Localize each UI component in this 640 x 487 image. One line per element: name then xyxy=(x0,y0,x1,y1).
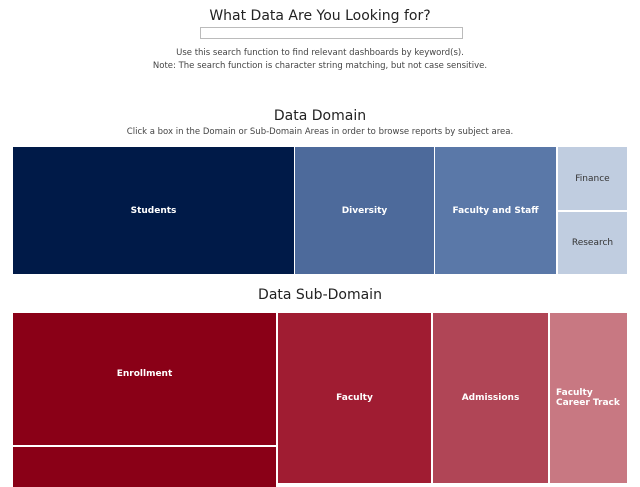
subdomain-admissions[interactable]: Admissions xyxy=(433,313,548,483)
subdomain-faculty[interactable]: Faculty xyxy=(278,313,431,483)
search-input[interactable] xyxy=(200,27,463,39)
subdomain-enrollment[interactable]: Enrollment xyxy=(13,313,276,445)
box-label: Enrollment xyxy=(116,369,173,379)
box-label: Diversity xyxy=(341,205,388,216)
box-label: Admissions xyxy=(461,393,520,403)
box-label: Faculty xyxy=(336,393,373,403)
domain-subtitle: Click a box in the Domain or Sub-Domain … xyxy=(126,127,514,137)
search-note-case: Note: The search function is character s… xyxy=(152,61,488,71)
box-label: Students xyxy=(130,205,177,216)
search-title: What Data Are You Looking for? xyxy=(209,8,431,24)
domain-finance[interactable]: Finance xyxy=(558,147,627,210)
domain-diversity[interactable]: Diversity xyxy=(295,147,434,274)
domain-title: Data Domain xyxy=(273,108,367,124)
box-label: Finance xyxy=(575,173,610,184)
domain-students[interactable]: Students xyxy=(13,147,294,274)
box-label: Faculty Career Track xyxy=(556,388,620,408)
subdomain-title: Data Sub-Domain xyxy=(258,287,382,303)
box-label: Research xyxy=(571,238,614,248)
subdomain-faculty-career-track[interactable]: Faculty Career Track xyxy=(550,313,627,483)
subdomain-unlabeled[interactable] xyxy=(13,447,276,487)
domain-research[interactable]: Research xyxy=(558,212,627,274)
box-label: Faculty and Staff xyxy=(452,205,539,216)
search-note: Use this search function to find relevan… xyxy=(176,48,464,58)
domain-faculty-and-staff[interactable]: Faculty and Staff xyxy=(435,147,556,274)
